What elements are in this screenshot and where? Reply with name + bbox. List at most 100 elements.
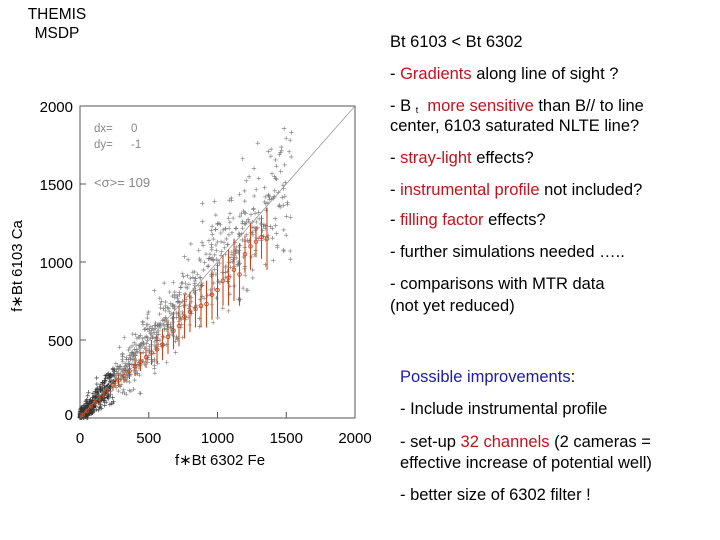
scatter-point	[198, 275, 203, 281]
scatter-point	[283, 232, 289, 238]
scatter-point	[124, 357, 129, 362]
scatter-point	[133, 353, 138, 358]
scatter-point	[251, 166, 257, 171]
scatter-point	[179, 309, 185, 315]
scatter-point	[281, 247, 286, 253]
scatter-point	[199, 240, 205, 245]
scatter-point	[221, 240, 227, 245]
improvement-text: - set-up	[400, 433, 461, 451]
scatter-point	[274, 176, 279, 182]
scatter-point	[158, 301, 163, 307]
scatter-point	[263, 207, 269, 213]
scatter-point	[261, 234, 266, 239]
scatter-point	[153, 320, 158, 326]
x-tick-label: 0	[76, 430, 84, 447]
scatter-point	[123, 376, 129, 382]
note-text: - B	[390, 97, 412, 115]
binned-point	[176, 323, 182, 329]
scatter-point	[249, 254, 254, 260]
scatter-point	[237, 192, 242, 197]
improvements-title-text: Possible improvements	[400, 368, 571, 386]
binned-point	[264, 236, 270, 241]
binned-point	[193, 306, 198, 312]
binned-point	[96, 396, 102, 401]
x-tick-label: 1000	[201, 430, 234, 447]
scatter-point	[142, 335, 148, 340]
scatter-point	[226, 216, 231, 221]
scatter-point	[272, 188, 277, 194]
scatter-point	[164, 360, 169, 365]
scatter-point	[91, 408, 96, 413]
scatter-point	[126, 347, 131, 353]
scatter-point	[118, 382, 124, 387]
scatter-point	[117, 344, 122, 350]
scatter-point	[215, 239, 220, 245]
scatter-point	[281, 227, 286, 233]
scatter-point	[134, 335, 140, 341]
scatter-point	[167, 289, 172, 295]
note-text: not included?	[539, 181, 643, 199]
y-tick-label: 1000	[40, 255, 73, 272]
scatter-point	[173, 350, 178, 355]
note-text: -	[390, 149, 401, 167]
note-stray-light: - stray-light effects?	[390, 148, 534, 168]
annotation-dx-label: dx=	[94, 123, 113, 135]
scatter-point	[138, 341, 143, 347]
scatter-point	[208, 272, 214, 277]
scatter-point	[170, 303, 175, 309]
scatter-point	[186, 282, 192, 287]
scatter-point	[266, 193, 271, 198]
scatter-point	[229, 252, 235, 257]
scatter-point	[137, 335, 142, 340]
scatter-point	[140, 336, 145, 342]
scatter-point	[242, 188, 247, 194]
scatter-point	[103, 376, 109, 381]
scatter-point	[158, 305, 163, 311]
binned-point	[242, 251, 248, 257]
binned-point	[110, 382, 116, 388]
scatter-point	[105, 372, 111, 377]
scatter-point	[177, 292, 182, 298]
scatter-point	[94, 394, 99, 399]
scatter-point	[278, 150, 283, 155]
scatter-point	[157, 322, 162, 327]
note-instrumental: - instrumental profile not included?	[390, 180, 642, 200]
scatter-point	[176, 311, 181, 317]
scatter-point	[145, 315, 150, 321]
scatter-point	[227, 219, 233, 225]
scatter-point	[147, 346, 152, 352]
scatter-point	[133, 342, 139, 348]
scatter-point	[107, 379, 113, 384]
scatter-point	[263, 201, 269, 206]
scatter-point	[113, 385, 119, 390]
scatter-point	[79, 408, 84, 414]
scatter-point	[94, 375, 99, 381]
scatter-point	[207, 251, 213, 257]
scatter-point	[224, 236, 229, 242]
scatter-point	[287, 248, 293, 254]
scatter-point	[273, 157, 278, 163]
binned-point	[220, 278, 226, 283]
scatter-point	[223, 263, 229, 269]
scatter-point	[127, 353, 132, 358]
scatter-point	[272, 216, 278, 221]
scatter-point	[83, 399, 88, 404]
scatter-point	[270, 236, 275, 241]
scatter-point	[252, 211, 258, 216]
scatter-point	[170, 315, 175, 321]
x-tick-label: 1500	[270, 430, 303, 447]
scatter-point	[174, 293, 180, 299]
annotation-sigma: <σ>= 109	[94, 175, 150, 190]
header-line-themis: THEMIS	[27, 6, 87, 23]
scatter-point	[122, 335, 127, 340]
binned-point	[215, 287, 220, 293]
scatter-point	[137, 391, 143, 396]
scatter-point	[210, 320, 216, 325]
scatter-point	[248, 230, 254, 236]
scatter-point	[190, 269, 196, 275]
scatter-point	[97, 384, 102, 390]
scatter-point	[179, 316, 184, 322]
scatter-point	[273, 176, 278, 181]
scatter-point	[86, 390, 91, 395]
scatter-point	[284, 214, 289, 219]
